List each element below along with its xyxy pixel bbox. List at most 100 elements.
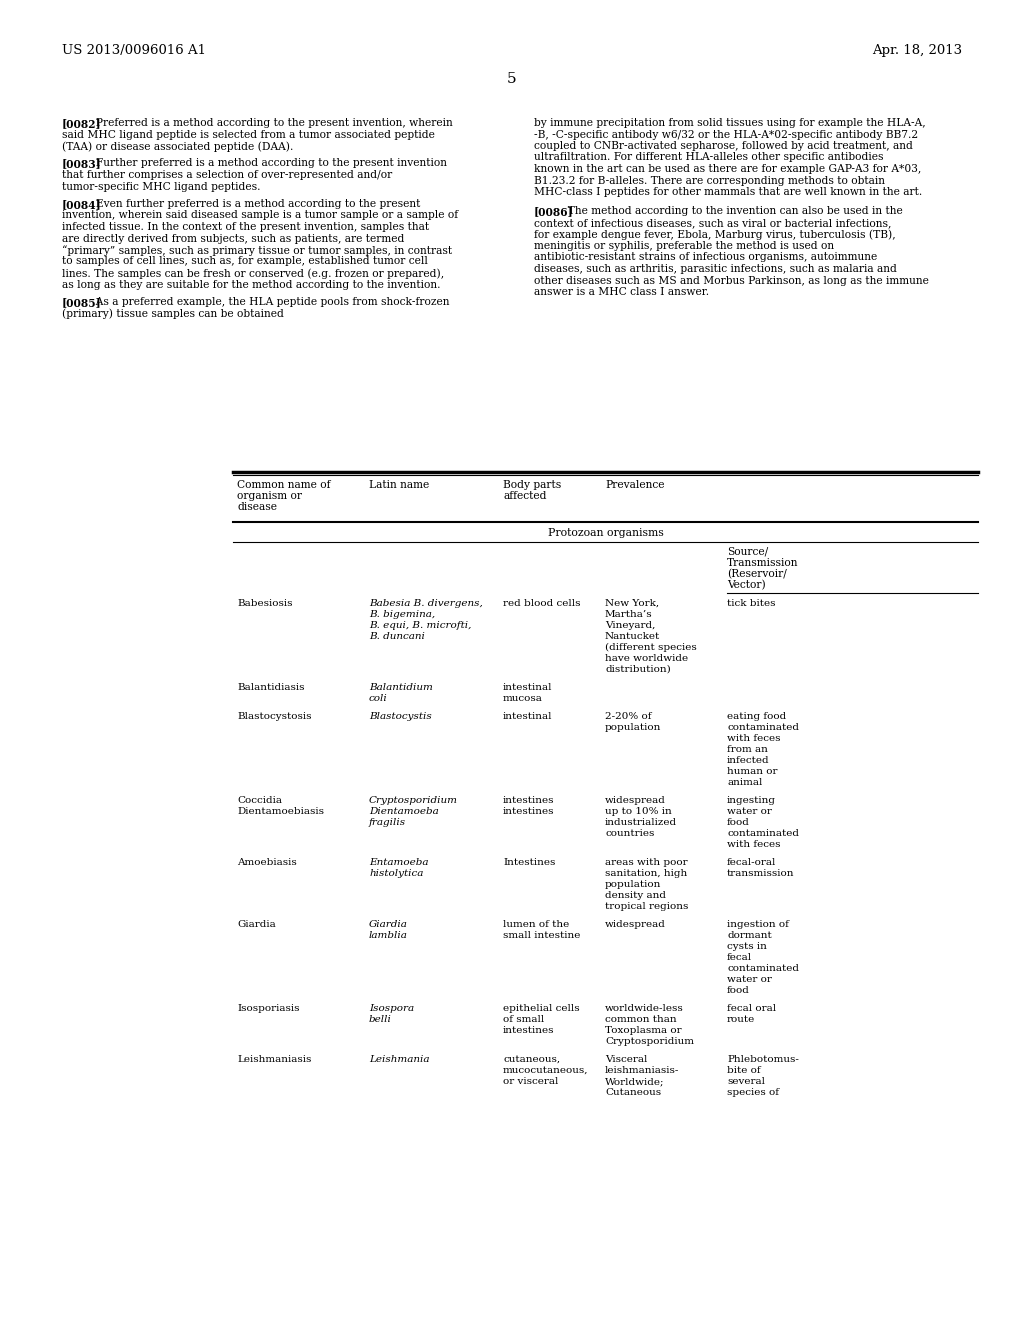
Text: common than: common than [605, 1015, 677, 1024]
Text: Babesiosis: Babesiosis [237, 599, 293, 609]
Text: Cryptosporidium: Cryptosporidium [369, 796, 458, 805]
Text: worldwide-less: worldwide-less [605, 1005, 684, 1012]
Text: Balantidium: Balantidium [369, 682, 433, 692]
Text: Amoebiasis: Amoebiasis [237, 858, 297, 867]
Text: human or: human or [727, 767, 777, 776]
Text: Babesia B. divergens,: Babesia B. divergens, [369, 599, 482, 609]
Text: Apr. 18, 2013: Apr. 18, 2013 [871, 44, 962, 57]
Text: Blastocystosis: Blastocystosis [237, 711, 311, 721]
Text: widespread: widespread [605, 920, 666, 929]
Text: Body parts: Body parts [503, 480, 561, 490]
Text: by immune precipitation from solid tissues using for example the HLA-A,: by immune precipitation from solid tissu… [534, 117, 926, 128]
Text: coupled to CNBr-activated sepharose, followed by acid treatment, and: coupled to CNBr-activated sepharose, fol… [534, 141, 912, 150]
Text: Transmission: Transmission [727, 558, 799, 568]
Text: Even further preferred is a method according to the present: Even further preferred is a method accor… [89, 199, 421, 209]
Text: Protozoan organisms: Protozoan organisms [548, 528, 664, 539]
Text: Vector): Vector) [727, 579, 766, 590]
Text: red blood cells: red blood cells [503, 599, 581, 609]
Text: ultrafiltration. For different HLA-alleles other specific antibodies: ultrafiltration. For different HLA-allel… [534, 153, 884, 162]
Text: cutaneous,: cutaneous, [503, 1055, 560, 1064]
Text: invention, wherein said diseased sample is a tumor sample or a sample of: invention, wherein said diseased sample … [62, 210, 458, 220]
Text: several: several [727, 1077, 765, 1086]
Text: diseases, such as arthritis, parasitic infections, such as malaria and: diseases, such as arthritis, parasitic i… [534, 264, 897, 275]
Text: intestinal: intestinal [503, 711, 553, 721]
Text: ingestion of: ingestion of [727, 920, 788, 929]
Text: other diseases such as MS and Morbus Parkinson, as long as the immune: other diseases such as MS and Morbus Par… [534, 276, 929, 285]
Text: said MHC ligand peptide is selected from a tumor associated peptide: said MHC ligand peptide is selected from… [62, 129, 435, 140]
Text: fecal: fecal [727, 953, 752, 962]
Text: intestines: intestines [503, 796, 555, 805]
Text: Toxoplasma or: Toxoplasma or [605, 1026, 682, 1035]
Text: (different species: (different species [605, 643, 696, 652]
Text: [0086]: [0086] [534, 206, 573, 218]
Text: -B, -C-specific antibody w6/32 or the HLA-A*02-specific antibody BB7.2: -B, -C-specific antibody w6/32 or the HL… [534, 129, 919, 140]
Text: histolytica: histolytica [369, 869, 423, 878]
Text: areas with poor: areas with poor [605, 858, 688, 867]
Text: As a preferred example, the HLA peptide pools from shock-frozen: As a preferred example, the HLA peptide … [89, 297, 450, 308]
Text: lumen of the: lumen of the [503, 920, 569, 929]
Text: food: food [727, 986, 750, 995]
Text: MHC-class I peptides for other mammals that are well known in the art.: MHC-class I peptides for other mammals t… [534, 187, 923, 197]
Text: animal: animal [727, 777, 763, 787]
Text: countries: countries [605, 829, 654, 838]
Text: Isosporiasis: Isosporiasis [237, 1005, 299, 1012]
Text: Vineyard,: Vineyard, [605, 620, 655, 630]
Text: Intestines: Intestines [503, 858, 555, 867]
Text: industrialized: industrialized [605, 818, 677, 828]
Text: Dientamoebiasis: Dientamoebiasis [237, 807, 324, 816]
Text: as long as they are suitable for the method according to the invention.: as long as they are suitable for the met… [62, 280, 440, 289]
Text: Giardia: Giardia [237, 920, 275, 929]
Text: cysts in: cysts in [727, 942, 767, 950]
Text: meningitis or syphilis, preferable the method is used on: meningitis or syphilis, preferable the m… [534, 242, 835, 251]
Text: Blastocystis: Blastocystis [369, 711, 432, 721]
Text: bite of: bite of [727, 1067, 761, 1074]
Text: Isospora: Isospora [369, 1005, 414, 1012]
Text: [0085]: [0085] [62, 297, 101, 308]
Text: Leishmania: Leishmania [369, 1055, 429, 1064]
Text: antibiotic-resistant strains of infectious organisms, autoimmune: antibiotic-resistant strains of infectio… [534, 252, 878, 263]
Text: New York,: New York, [605, 599, 659, 609]
Text: route: route [727, 1015, 756, 1024]
Text: (primary) tissue samples can be obtained: (primary) tissue samples can be obtained [62, 309, 284, 319]
Text: [0082]: [0082] [62, 117, 101, 129]
Text: contaminated: contaminated [727, 829, 799, 838]
Text: to samples of cell lines, such as, for example, established tumor cell: to samples of cell lines, such as, for e… [62, 256, 428, 267]
Text: Visceral: Visceral [605, 1055, 647, 1064]
Text: Worldwide;: Worldwide; [605, 1077, 665, 1086]
Text: known in the art can be used as there are for example GAP-A3 for A*03,: known in the art can be used as there ar… [534, 164, 922, 174]
Text: The method according to the invention can also be used in the: The method according to the invention ca… [561, 206, 903, 216]
Text: mucosa: mucosa [503, 694, 543, 704]
Text: epithelial cells: epithelial cells [503, 1005, 580, 1012]
Text: B1.23.2 for B-alleles. There are corresponding methods to obtain: B1.23.2 for B-alleles. There are corresp… [534, 176, 885, 186]
Text: lines. The samples can be fresh or conserved (e.g. frozen or prepared),: lines. The samples can be fresh or conse… [62, 268, 444, 279]
Text: population: population [605, 880, 662, 888]
Text: Nantucket: Nantucket [605, 632, 660, 642]
Text: Giardia: Giardia [369, 920, 408, 929]
Text: coli: coli [369, 694, 388, 704]
Text: intestinal: intestinal [503, 682, 553, 692]
Text: dormant: dormant [727, 931, 772, 940]
Text: up to 10% in: up to 10% in [605, 807, 672, 816]
Text: Source/: Source/ [727, 546, 768, 557]
Text: 5: 5 [507, 73, 517, 86]
Text: Martha’s: Martha’s [605, 610, 652, 619]
Text: lamblia: lamblia [369, 931, 408, 940]
Text: US 2013/0096016 A1: US 2013/0096016 A1 [62, 44, 206, 57]
Text: population: population [605, 723, 662, 733]
Text: belli: belli [369, 1015, 392, 1024]
Text: Dientamoeba: Dientamoeba [369, 807, 438, 816]
Text: that further comprises a selection of over-represented and/or: that further comprises a selection of ov… [62, 170, 392, 180]
Text: tumor-specific MHC ligand peptides.: tumor-specific MHC ligand peptides. [62, 181, 260, 191]
Text: B. equi, B. microfti,: B. equi, B. microfti, [369, 620, 471, 630]
Text: fragilis: fragilis [369, 818, 407, 828]
Text: (TAA) or disease associated peptide (DAA).: (TAA) or disease associated peptide (DAA… [62, 141, 293, 152]
Text: disease: disease [237, 502, 278, 512]
Text: Latin name: Latin name [369, 480, 429, 490]
Text: of small: of small [503, 1015, 544, 1024]
Text: organism or: organism or [237, 491, 302, 502]
Text: contaminated: contaminated [727, 723, 799, 733]
Text: B. bigemina,: B. bigemina, [369, 610, 435, 619]
Text: fecal-oral: fecal-oral [727, 858, 776, 867]
Text: answer is a MHC class I answer.: answer is a MHC class I answer. [534, 286, 710, 297]
Text: species of: species of [727, 1088, 779, 1097]
